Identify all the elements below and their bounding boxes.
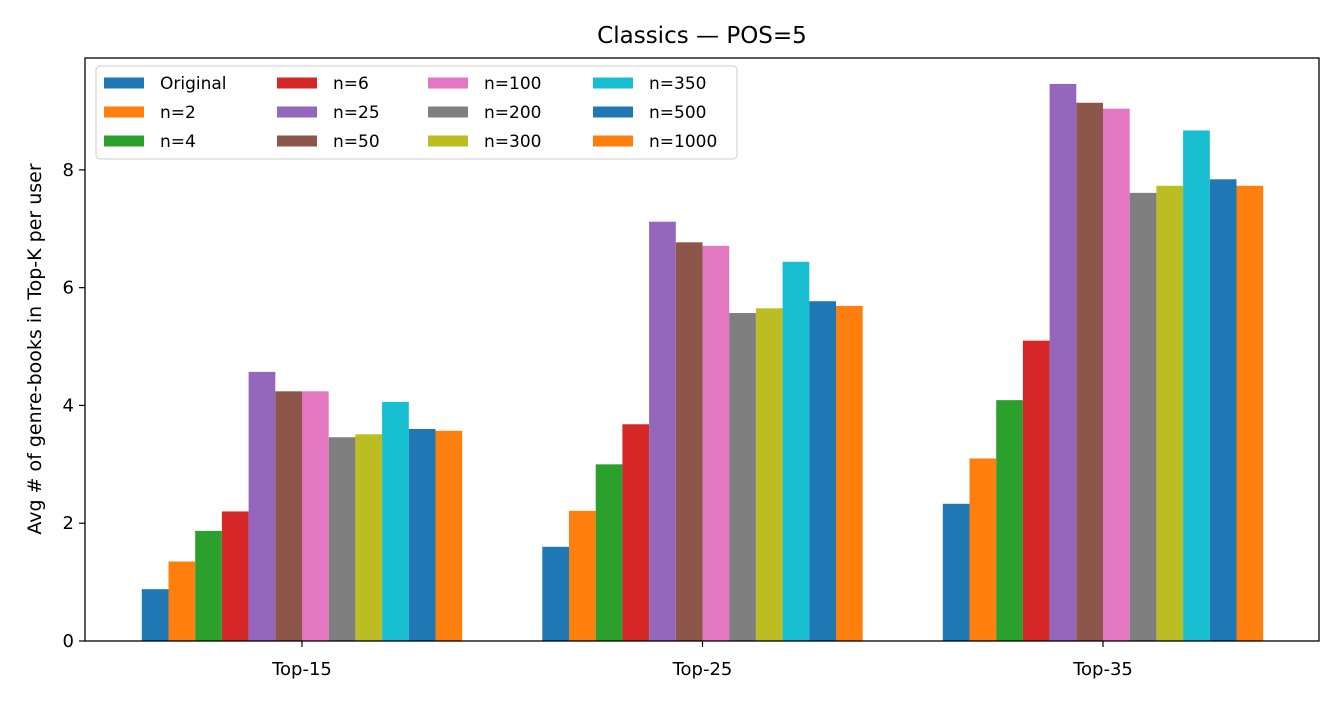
legend-label: n=4 [160,132,196,152]
legend-swatch [428,77,468,89]
legend-swatch [593,106,633,118]
bar [1209,179,1237,641]
legend-label: n=2 [160,103,196,123]
bar [996,400,1023,641]
bar [1236,185,1264,642]
bar [1156,185,1184,642]
bar [1183,130,1210,641]
bar [755,308,783,641]
y-tick-label: 2 [63,513,74,534]
legend-swatch [428,106,468,118]
bar [221,511,249,641]
y-tick-label: 8 [63,160,74,181]
legend-label: n=200 [484,103,541,123]
bar [1049,83,1077,641]
bar [195,530,222,641]
legend-label: n=50 [333,132,380,152]
y-tick-label: 0 [63,631,74,652]
bar [1022,340,1050,641]
bar [248,371,276,641]
legend-swatch [277,106,317,118]
bar [969,458,997,641]
chart-title: Classics — POS=5 [597,23,807,49]
bar [542,546,569,641]
bar [675,242,703,641]
legend-swatch [104,106,144,118]
legend-frame [95,65,738,160]
legend-swatch [593,135,633,147]
bar [382,401,409,641]
legend-swatch [593,77,633,89]
bar [302,391,329,641]
axes-group: 0 2 4 6 8 Top-15 Top-25 Top-35 [63,57,1320,680]
bar [942,503,970,641]
bar [1103,108,1130,641]
y-tick-label: 4 [63,395,74,416]
legend-label: n=6 [333,74,369,94]
bar [569,510,596,641]
legend-swatch [277,77,317,89]
bar [702,245,730,642]
legend-label: n=100 [484,74,541,94]
bar [649,221,676,641]
legend-label: n=500 [649,103,706,123]
legend-swatch [104,77,144,89]
legend-swatch [428,135,468,147]
bar [141,589,169,641]
legend: Original n=2 n=4 n=6 n=25 n=50 n=100 n=200 n=300… [95,65,738,160]
bar [275,391,302,641]
bar [1076,102,1103,641]
legend-label: n=350 [649,74,706,94]
bar [622,424,650,641]
bars-group [141,83,1264,642]
bar [168,561,196,641]
legend-label: n=300 [484,132,541,152]
bar [809,301,836,641]
bar [836,305,863,641]
bar [408,429,436,641]
bar [1129,192,1157,642]
bar [595,464,623,641]
bar [782,261,810,641]
legend-swatch [104,135,144,147]
legend-label: n=1000 [649,132,717,152]
bar [729,312,756,641]
legend-swatch [277,135,317,147]
x-tick-label: Top-35 [1072,659,1133,680]
y-tick-label: 6 [63,278,74,299]
bar [355,434,383,641]
x-tick-label: Top-15 [271,659,332,680]
y-axis-label: Avg # of genre-books in Top-K per user [24,163,46,535]
legend-label: n=25 [333,103,380,123]
legend-label: Original [160,74,227,94]
bar [328,437,356,641]
x-tick-label: Top-25 [672,659,733,680]
bar [435,430,463,641]
